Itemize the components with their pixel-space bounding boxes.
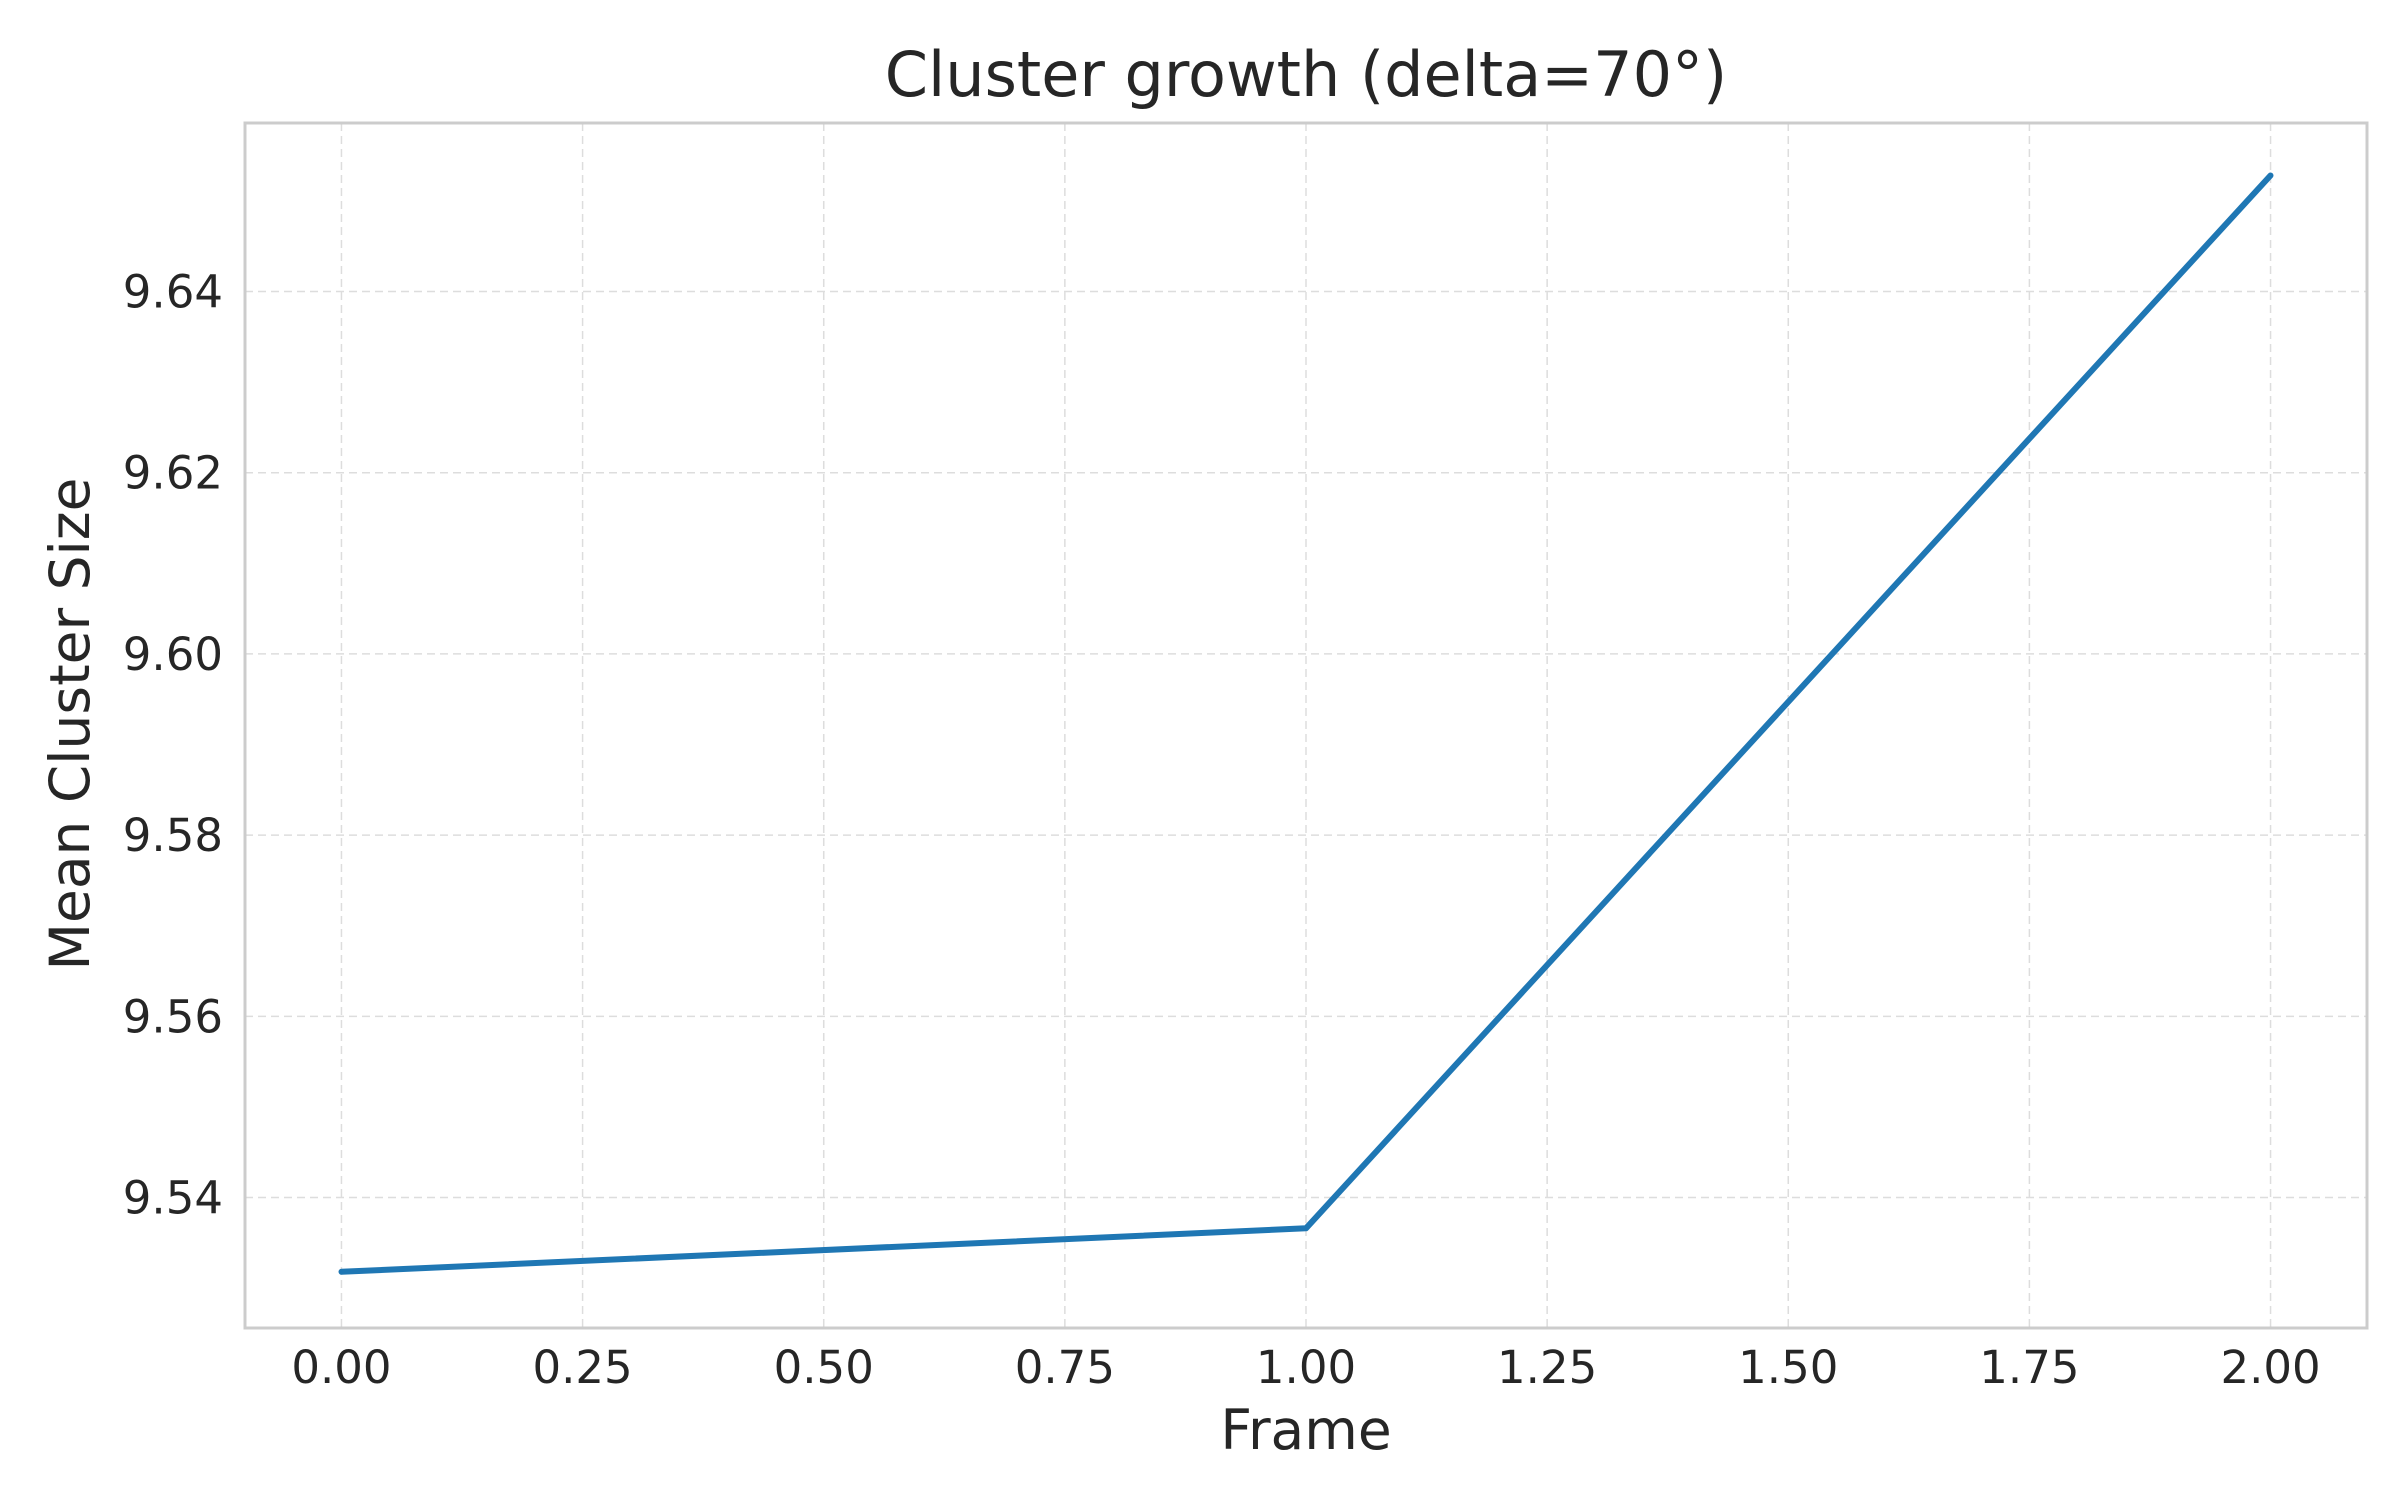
x-axis-label: Frame <box>1220 1398 1392 1462</box>
y-tick-label: 9.56 <box>123 990 223 1043</box>
y-axis-label: Mean Cluster Size <box>38 477 102 971</box>
x-tick-label: 0.00 <box>291 1341 391 1394</box>
chart-title: Cluster growth (delta=70°) <box>884 38 1728 111</box>
y-axis-ticks: 9.54 9.56 9.58 9.60 9.62 9.64 <box>123 266 223 1225</box>
x-tick-label: 1.00 <box>1256 1341 1356 1394</box>
x-tick-label: 0.25 <box>532 1341 632 1394</box>
grid-lines <box>245 123 2367 1328</box>
x-tick-label: 1.25 <box>1497 1341 1597 1394</box>
y-tick-label: 9.60 <box>123 628 223 681</box>
x-tick-label: 1.75 <box>1979 1341 2079 1394</box>
y-tick-label: 9.64 <box>123 266 223 319</box>
x-axis-ticks: 0.00 0.25 0.50 0.75 1.00 1.25 1.50 1.75 2.00 <box>291 1341 2320 1394</box>
y-tick-label: 9.58 <box>123 809 223 862</box>
data-point <box>2269 174 2272 177</box>
y-tick-label: 9.62 <box>123 447 223 500</box>
x-tick-label: 0.50 <box>774 1341 874 1394</box>
y-tick-label: 9.54 <box>123 1172 223 1225</box>
x-tick-label: 2.00 <box>2220 1341 2320 1394</box>
data-point <box>1305 1227 1307 1230</box>
series-layer <box>338 172 2274 1275</box>
plot-frame <box>243 121 2369 1330</box>
x-tick-label: 1.50 <box>1738 1341 1838 1394</box>
x-tick-label: 0.75 <box>1015 1341 1115 1394</box>
data-point <box>340 1270 343 1273</box>
